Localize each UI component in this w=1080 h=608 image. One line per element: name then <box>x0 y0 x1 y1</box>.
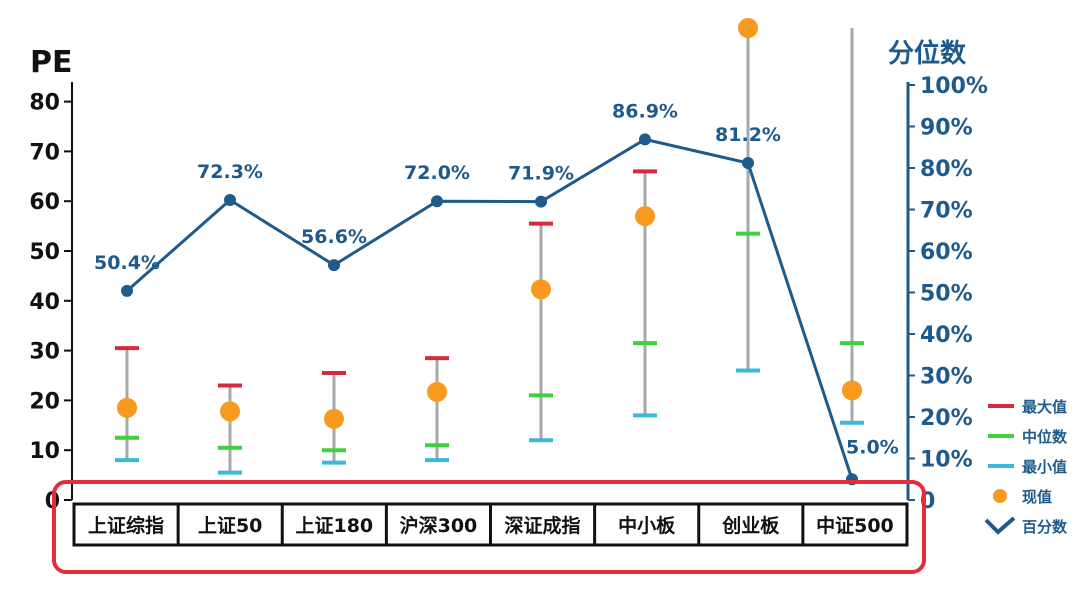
axes-layer: 01020304050607080PE010%20%30%40%50%60%70… <box>29 38 988 514</box>
percentile-line-layer: 50.4% 72.3% 56.6% 72.0% 71.9% 86.9% 81.2% 5.0% <box>94 100 899 486</box>
category-label: 上证50 <box>198 515 262 537</box>
percentile-point <box>224 193 236 206</box>
left-axis-title: PE <box>30 45 72 80</box>
legend-swatch-percentile <box>984 516 1016 535</box>
category-label: 深证成指 <box>505 514 581 537</box>
category-label: 创业板 <box>721 514 780 537</box>
right-tick-label: 90% <box>920 116 973 141</box>
percentile-data-label: 81.2% <box>715 124 781 146</box>
right-tick-label: 80% <box>920 157 973 182</box>
legend-label: 最小值 <box>1022 458 1067 476</box>
right-tick-label: 10% <box>920 448 973 473</box>
pe-current-point <box>842 380 862 401</box>
percentile-point <box>121 284 133 297</box>
right-tick-label: 60% <box>920 240 973 265</box>
right-axis-title: 分位数 <box>888 38 967 69</box>
pe-current-point <box>738 18 758 38</box>
right-tick-label: 100% <box>920 74 988 99</box>
legend-label: 现值 <box>1022 488 1052 506</box>
left-tick-label: 30 <box>29 340 60 365</box>
right-tick-label: 40% <box>920 323 973 348</box>
percentile-data-label: 86.9% <box>612 100 678 122</box>
pe-range-layer <box>115 18 864 475</box>
percentile-point <box>535 195 547 208</box>
pe-current-point <box>117 397 137 418</box>
legend-label: 百分数 <box>1022 518 1068 536</box>
percentile-data-label: 56.6% <box>301 226 367 248</box>
percentile-data-label: 72.3% <box>197 161 263 183</box>
pe-current-point <box>427 381 447 402</box>
pe-current-point <box>531 279 551 300</box>
category-label: 中证500 <box>816 514 894 537</box>
category-label: 中小板 <box>618 514 676 537</box>
percentile-point <box>431 195 443 208</box>
percentile-point <box>328 259 340 272</box>
right-tick-label: 20% <box>920 406 973 431</box>
left-tick-label: 20 <box>29 389 60 414</box>
left-tick-label: 40 <box>29 290 60 315</box>
left-tick-label: 10 <box>29 439 60 464</box>
percentile-data-label: 72.0% <box>404 162 470 184</box>
left-tick-label: 70 <box>29 140 60 165</box>
category-table: 上证综指 上证50 上证180 沪深300 深证成指 中小板 创业板 中证500 <box>52 480 926 574</box>
percentile-point <box>639 133 651 146</box>
pe-current-point <box>635 206 655 227</box>
percentile-data-label: 71.9% <box>508 163 574 185</box>
highlight-box <box>52 480 926 574</box>
pe-current-point <box>324 408 344 429</box>
left-tick-label: 50 <box>29 240 60 265</box>
legend-swatch-current <box>993 489 1007 503</box>
right-tick-label: 50% <box>920 282 973 307</box>
percentile-data-label: 5.0% <box>846 436 899 458</box>
right-tick-label: 70% <box>920 199 973 224</box>
percentile-series-line <box>126 137 854 480</box>
percentile-data-label: 50.4% <box>94 252 160 274</box>
pe-current-point <box>220 401 240 422</box>
category-label: 沪深300 <box>400 514 478 537</box>
legend-label: 最大值 <box>1022 398 1067 416</box>
percentile-point <box>742 157 754 170</box>
category-label: 上证180 <box>295 515 373 537</box>
left-tick-label: 60 <box>29 190 60 215</box>
right-tick-label: 30% <box>920 365 973 390</box>
left-tick-label: 80 <box>29 91 60 116</box>
legend-label: 中位数 <box>1022 428 1068 446</box>
category-label: 上证综指 <box>88 514 164 537</box>
